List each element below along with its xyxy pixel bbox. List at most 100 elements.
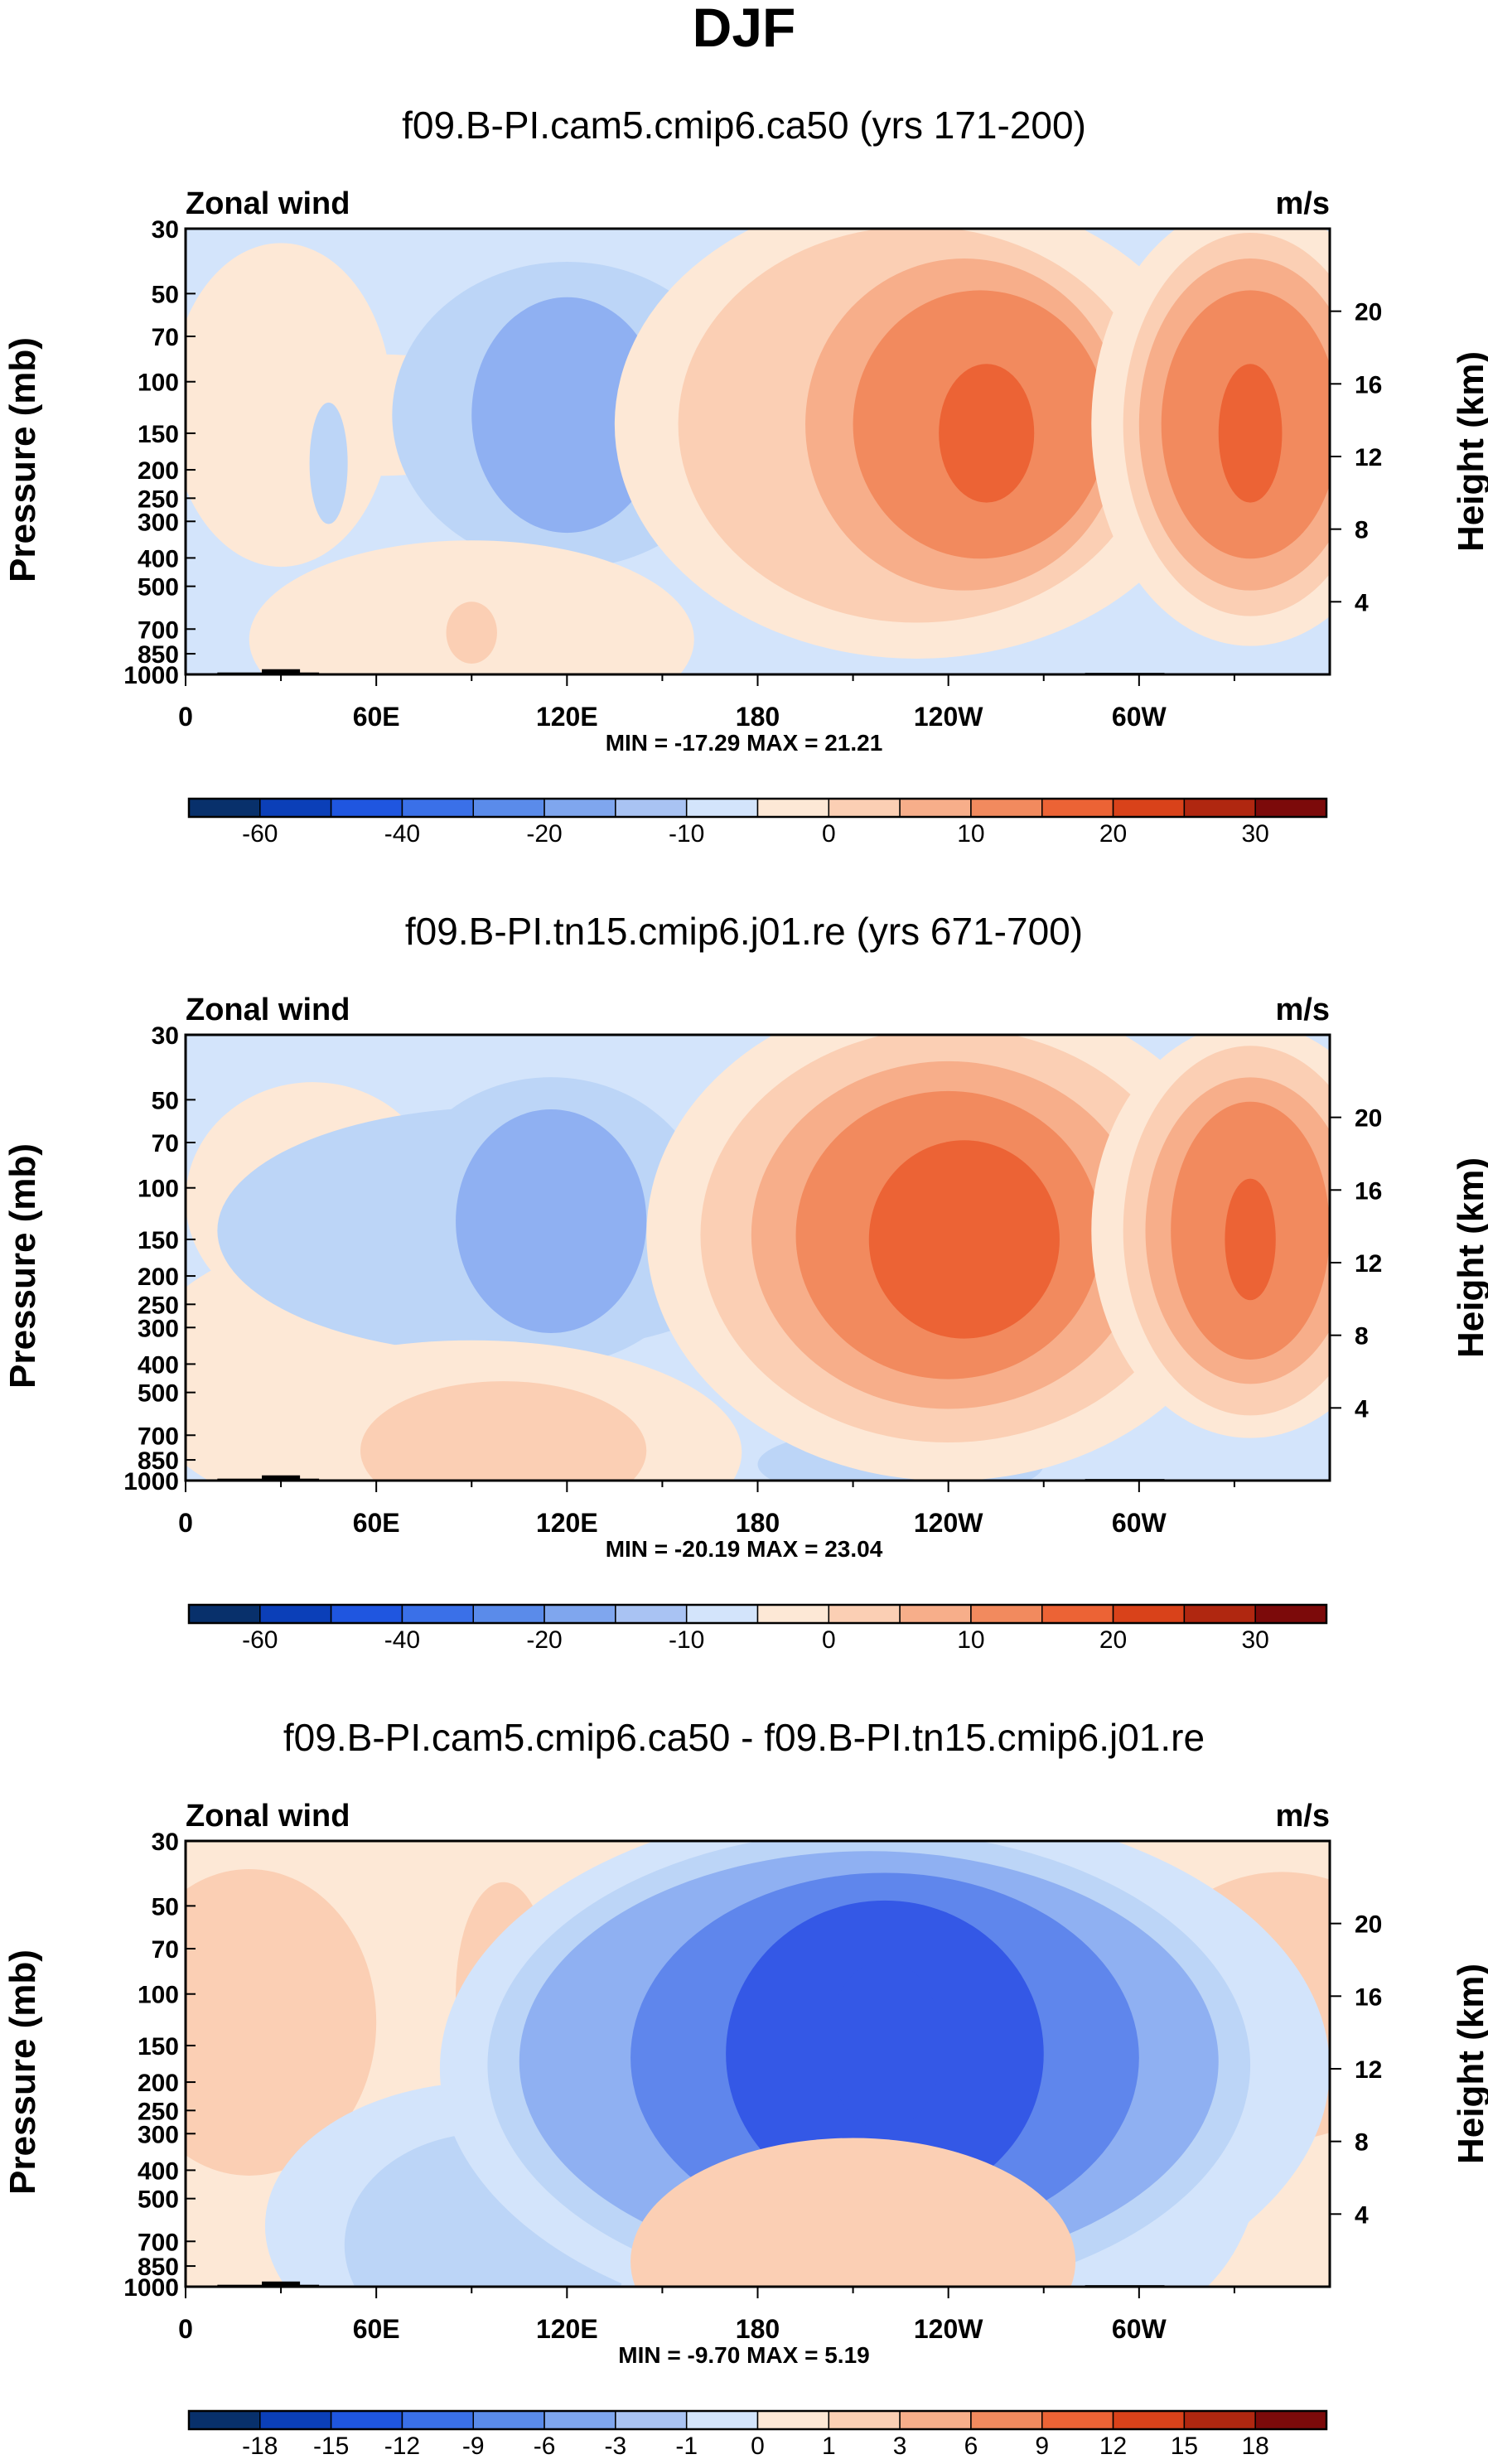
y-tick-label: 250 — [138, 2098, 179, 2125]
contour-region — [630, 2138, 1076, 2287]
colorbar-swatch — [1183, 2410, 1256, 2430]
colorbar-swatch — [259, 1604, 332, 1624]
y-tick-label: 500 — [138, 574, 179, 602]
terrain-mask — [262, 2281, 301, 2287]
x-tick-label: 180 — [736, 702, 780, 732]
colorbar-swatch — [615, 2410, 688, 2430]
colorbar-swatch — [544, 1604, 616, 1624]
contour-region — [1225, 1178, 1276, 1301]
colorbar-swatch — [1254, 2410, 1327, 2430]
colorbar-swatch — [401, 1604, 474, 1624]
x-tick-label: 60W — [1112, 1508, 1167, 1538]
x-tick-label: 120W — [914, 702, 983, 732]
y-tick-label: 150 — [138, 2033, 179, 2061]
colorbar-label: -60 — [242, 820, 278, 848]
terrain-mask — [262, 1475, 301, 1481]
colorbar-label: -3 — [605, 2433, 627, 2460]
colorbar-label: 0 — [822, 1626, 836, 1654]
colorbar-label: -1 — [675, 2433, 698, 2460]
colorbar-swatch — [970, 2410, 1043, 2430]
colorbar-swatch — [828, 1604, 901, 1624]
y-tick-label: 200 — [138, 2070, 179, 2097]
y-tick-label: 1000 — [123, 2274, 179, 2302]
height-tick-label: 16 — [1355, 1177, 1382, 1205]
units-label: m/s — [1276, 1799, 1330, 1834]
colorbar-swatch — [472, 798, 545, 818]
height-tick-label: 16 — [1355, 1983, 1382, 2011]
contour-region — [309, 402, 348, 524]
colorbar-label: -10 — [669, 1626, 704, 1654]
x-tick-label: 0 — [178, 2314, 193, 2344]
colorbar-swatch — [1183, 798, 1256, 818]
min-max-stats: MIN = -17.29 MAX = 21.21 — [606, 730, 883, 756]
colorbar-label: -18 — [242, 2433, 278, 2460]
colorbar: -18 -15 -12 -9 -6 -3 -1 0 1 3 6 9 12 15 18 — [187, 2409, 1328, 2460]
y-tick-label: 250 — [138, 1292, 179, 1319]
colorbar-swatch — [330, 798, 403, 818]
contour-field — [186, 1035, 1330, 1481]
y-tick-label: 100 — [138, 1176, 179, 1203]
colorbar-swatch — [330, 1604, 403, 1624]
y-tick-label: 500 — [138, 1380, 179, 1408]
y-tick-label: 30 — [152, 216, 179, 244]
colorbar-swatch — [615, 798, 688, 818]
x-tick-label: 180 — [736, 1508, 780, 1538]
colorbar-swatch — [685, 1604, 759, 1624]
x-tick-label: 120E — [536, 1508, 598, 1538]
y-tick-label: 150 — [138, 421, 179, 448]
colorbar-label: 12 — [1099, 2433, 1127, 2460]
y-tick-label: 50 — [152, 281, 179, 308]
y-tick-label: 30 — [152, 1022, 179, 1050]
height-tick-label: 16 — [1355, 371, 1382, 399]
contour-field — [186, 229, 1330, 674]
colorbar-swatch — [472, 2410, 545, 2430]
colorbar-swatch — [544, 2410, 616, 2430]
colorbar-swatch — [472, 1604, 545, 1624]
contour-region — [868, 1140, 1060, 1339]
colorbar-swatch — [970, 798, 1043, 818]
panel-title: f09.B-PI.cam5.cmip6.ca50 - f09.B-PI.tn15… — [283, 1716, 1205, 1759]
y-tick-label: 850 — [138, 1447, 179, 1475]
contour-region — [446, 602, 497, 664]
colorbar-swatch — [756, 798, 830, 818]
colorbar-swatch — [1254, 798, 1327, 818]
y-tick-label: 700 — [138, 616, 179, 644]
colorbar-swatch — [615, 1604, 688, 1624]
colorbar-swatch — [259, 2410, 332, 2430]
height-tick-label: 8 — [1355, 517, 1369, 544]
height-axis-title: Height (km) — [1451, 351, 1488, 552]
colorbar-swatch — [756, 1604, 830, 1624]
colorbar-swatch — [970, 1604, 1043, 1624]
height-tick-label: 8 — [1355, 1323, 1369, 1350]
colorbar-swatch — [401, 798, 474, 818]
colorbar-label: 10 — [957, 820, 984, 848]
colorbar-label: 10 — [957, 1626, 984, 1654]
y-axis-title: Pressure (mb) — [2, 1143, 43, 1389]
colorbar-swatch — [756, 2410, 830, 2430]
colorbar-swatch — [828, 798, 901, 818]
y-tick-label: 300 — [138, 2121, 179, 2148]
colorbar-swatch — [1041, 2410, 1114, 2430]
units-label: m/s — [1276, 993, 1330, 1027]
height-tick-label: 4 — [1355, 2201, 1369, 2229]
colorbar-label: 1 — [822, 2433, 836, 2460]
colorbar-label: -6 — [534, 2433, 556, 2460]
height-tick-label: 20 — [1355, 1911, 1382, 1939]
colorbar-label: -20 — [526, 1626, 562, 1654]
variable-label: Zonal wind — [186, 993, 350, 1027]
panel-title: f09.B-PI.tn15.cmip6.j01.re (yrs 671-700) — [405, 910, 1083, 953]
colorbar-label: -10 — [669, 820, 704, 848]
colorbar-label: 6 — [964, 2433, 978, 2460]
y-tick-label: 700 — [138, 1423, 179, 1450]
contour-region — [456, 1109, 647, 1333]
colorbar-label: 0 — [822, 820, 836, 848]
colorbar-swatch — [1183, 1604, 1256, 1624]
y-tick-label: 70 — [152, 324, 179, 351]
variable-label: Zonal wind — [186, 1799, 350, 1834]
height-tick-label: 12 — [1355, 444, 1382, 471]
colorbar-swatch — [1112, 798, 1186, 818]
colorbar: -60 -40 -20 -10 0 10 20 30 — [187, 797, 1328, 848]
y-axis-title: Pressure (mb) — [2, 337, 43, 582]
x-tick-label: 0 — [178, 702, 193, 732]
